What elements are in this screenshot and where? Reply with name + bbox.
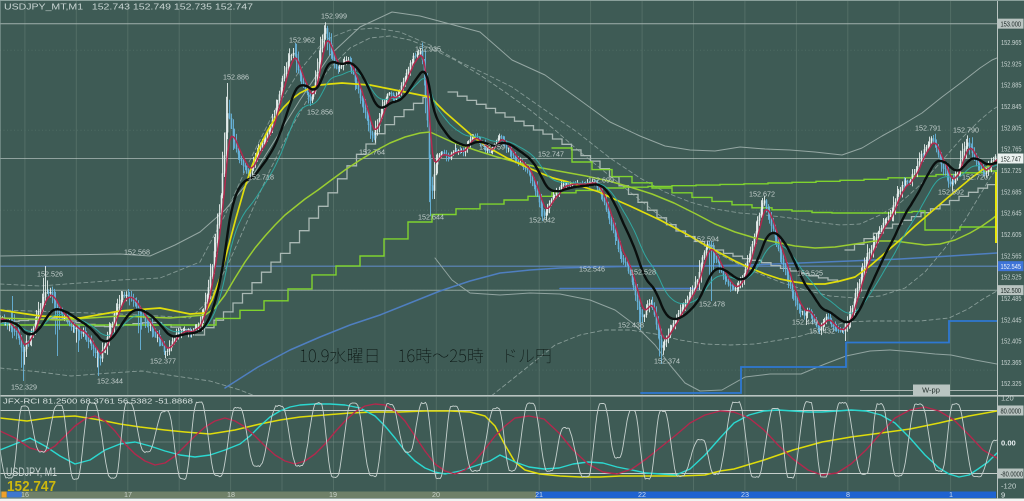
svg-text:152.699: 152.699	[588, 176, 614, 185]
svg-text:152.526: 152.526	[37, 270, 63, 279]
svg-text:17: 17	[124, 490, 132, 499]
svg-text:USDJPY, M1: USDJPY, M1	[6, 467, 57, 479]
svg-text:152.764: 152.764	[359, 148, 385, 157]
svg-text:152.329: 152.329	[11, 383, 37, 392]
svg-text:152.791: 152.791	[915, 124, 941, 133]
svg-text:19: 19	[329, 490, 337, 499]
svg-text:152.525: 152.525	[1001, 273, 1022, 282]
svg-text:152.965: 152.965	[1001, 38, 1022, 47]
svg-text:153.000: 153.000	[1001, 20, 1022, 29]
svg-text:152.962: 152.962	[289, 36, 315, 45]
svg-text:152.365: 152.365	[1001, 358, 1022, 367]
svg-text:152.500: 152.500	[1001, 286, 1022, 295]
svg-text:152.438: 152.438	[618, 321, 644, 330]
svg-text:23: 23	[741, 490, 749, 499]
svg-text:152.568: 152.568	[124, 248, 150, 257]
svg-text:120: 120	[1001, 394, 1014, 403]
svg-text:152.605: 152.605	[1001, 230, 1022, 239]
svg-text:152.528: 152.528	[630, 268, 656, 277]
svg-text:80.0000: 80.0000	[1001, 407, 1022, 416]
svg-text:152.565: 152.565	[1001, 251, 1022, 260]
svg-text:152.405: 152.405	[1001, 337, 1022, 346]
svg-text:18: 18	[227, 490, 235, 499]
svg-text:USDJPY_MT,M1 152.743 152.749: USDJPY_MT,M1 152.743 152.749 152.735 152…	[4, 3, 254, 12]
svg-text:152.432: 152.432	[809, 327, 835, 336]
svg-text:152.790: 152.790	[953, 126, 979, 135]
svg-text:152.449: 152.449	[792, 318, 818, 327]
svg-text:152.718: 152.718	[248, 173, 274, 182]
svg-text:152.765: 152.765	[1001, 145, 1022, 154]
svg-text:152.747: 152.747	[538, 150, 564, 159]
svg-text:152.377: 152.377	[150, 357, 176, 366]
svg-text:152.747: 152.747	[1001, 155, 1022, 164]
svg-text:-120: -120	[1001, 482, 1016, 491]
svg-text:152.644: 152.644	[418, 213, 444, 222]
svg-text:152.935: 152.935	[415, 45, 441, 54]
svg-text:21: 21	[535, 490, 543, 499]
svg-text:152.672: 152.672	[749, 190, 775, 199]
svg-text:W-pp: W-pp	[922, 386, 940, 395]
svg-text:152.485: 152.485	[1001, 294, 1022, 303]
svg-text:152.845: 152.845	[1001, 102, 1022, 111]
svg-text:152.747: 152.747	[7, 478, 56, 495]
svg-text:152.545: 152.545	[1001, 262, 1022, 271]
svg-text:152.325: 152.325	[1001, 379, 1022, 388]
svg-text:152.720: 152.720	[962, 173, 988, 182]
svg-text:0.00: 0.00	[1001, 439, 1016, 448]
svg-text:20: 20	[432, 490, 440, 499]
svg-text:152.999: 152.999	[321, 12, 347, 21]
svg-text:152.886: 152.886	[223, 73, 249, 82]
svg-text:-80.0000: -80.0000	[1001, 470, 1024, 479]
svg-text:152.725: 152.725	[1001, 166, 1022, 175]
svg-text:152.692: 152.692	[938, 188, 964, 197]
svg-text:8: 8	[846, 490, 850, 499]
svg-text:152.759: 152.759	[479, 143, 505, 152]
svg-text:152.374: 152.374	[654, 357, 680, 366]
svg-text:152.805: 152.805	[1001, 123, 1022, 132]
svg-text:152.344: 152.344	[97, 377, 123, 386]
svg-text:152.925: 152.925	[1001, 59, 1022, 68]
svg-text:16: 16	[21, 490, 29, 499]
svg-text:152.445: 152.445	[1001, 315, 1022, 324]
svg-text:152.885: 152.885	[1001, 81, 1022, 90]
svg-text:152.645: 152.645	[1001, 209, 1022, 218]
svg-text:1: 1	[949, 490, 953, 499]
svg-text:9: 9	[1001, 491, 1005, 500]
svg-text:152.685: 152.685	[1001, 187, 1022, 196]
svg-text:152.642: 152.642	[529, 216, 555, 225]
svg-text:22: 22	[638, 490, 646, 499]
svg-text:JFX-RCI 81.2500 68.3761 56.538: JFX-RCI 81.2500 68.3761 56.5382 -51.8868	[3, 397, 193, 406]
svg-text:152.525: 152.525	[797, 269, 823, 278]
svg-text:152.546: 152.546	[579, 265, 605, 274]
svg-text:152.594: 152.594	[693, 235, 719, 244]
svg-text:152.856: 152.856	[307, 108, 333, 117]
svg-text:152.478: 152.478	[699, 300, 725, 309]
